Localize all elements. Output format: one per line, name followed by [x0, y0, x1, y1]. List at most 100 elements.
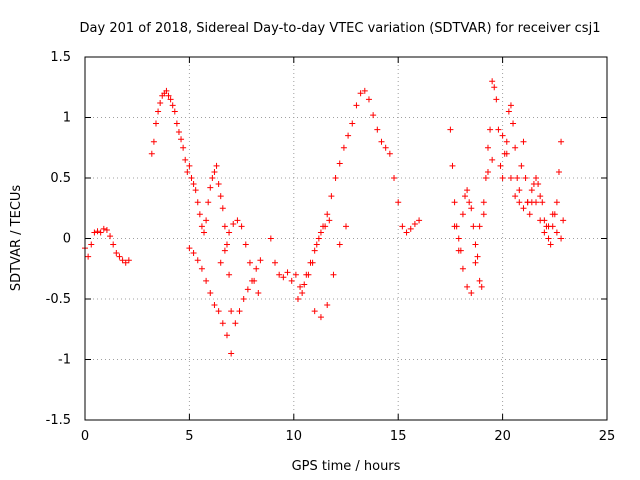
data-point — [547, 241, 554, 248]
data-point — [468, 205, 475, 212]
data-point — [482, 175, 489, 181]
data-point — [311, 247, 318, 254]
data-point — [91, 229, 98, 236]
data-point — [328, 193, 335, 200]
data-point — [178, 136, 185, 143]
data-point — [537, 193, 544, 200]
data-point — [125, 257, 132, 264]
data-point — [510, 120, 517, 127]
data-point — [507, 175, 514, 181]
data-point — [267, 235, 274, 242]
data-point — [407, 225, 414, 232]
data-point — [499, 175, 506, 181]
data-point — [234, 217, 241, 224]
data-point — [180, 144, 187, 151]
plot-frame — [84, 56, 608, 421]
x-tick-label: 0 — [81, 429, 89, 444]
data-point — [447, 126, 454, 133]
data-point — [524, 199, 531, 206]
data-point — [215, 308, 222, 315]
data-point — [186, 245, 193, 252]
data-point — [403, 229, 410, 236]
data-point — [330, 271, 337, 278]
data-point — [223, 332, 230, 339]
data-point — [253, 265, 260, 272]
data-point — [171, 108, 178, 115]
data-point — [221, 247, 228, 254]
data-point — [242, 241, 249, 248]
data-point — [194, 257, 201, 264]
data-point — [255, 289, 262, 296]
data-point — [539, 199, 546, 206]
data-point — [107, 233, 114, 240]
data-point — [357, 90, 364, 97]
data-point — [391, 175, 398, 181]
data-point — [491, 84, 498, 91]
data-point — [395, 199, 402, 206]
data-point — [336, 241, 343, 248]
data-point — [326, 217, 333, 224]
data-point — [301, 281, 308, 288]
data-point — [411, 220, 418, 227]
data-point — [560, 217, 567, 224]
data-point — [240, 296, 247, 302]
data-point — [209, 175, 216, 181]
x-tick-label: 25 — [599, 429, 616, 444]
data-point — [207, 289, 214, 296]
data-point — [228, 350, 235, 357]
data-point — [188, 175, 195, 181]
data-point — [472, 241, 479, 248]
data-point — [324, 211, 331, 218]
data-point — [116, 253, 123, 260]
data-point — [203, 277, 210, 284]
data-point — [516, 199, 523, 206]
x-axis-label: GPS time / hours — [292, 459, 401, 474]
data-point — [516, 187, 523, 194]
data-point — [370, 112, 377, 119]
data-point — [173, 120, 180, 127]
data-markers — [82, 78, 567, 357]
data-point — [219, 320, 226, 327]
data-point — [558, 235, 565, 242]
data-point — [374, 126, 381, 133]
data-point — [464, 283, 471, 290]
data-point — [507, 102, 514, 109]
data-point — [201, 229, 208, 236]
data-point — [315, 235, 322, 242]
data-point — [449, 162, 456, 169]
data-point — [353, 102, 360, 109]
data-point — [541, 229, 548, 236]
data-point — [487, 126, 494, 133]
data-point — [303, 271, 310, 278]
data-point — [215, 181, 222, 188]
y-tick-label: -1.5 — [46, 413, 71, 428]
data-point — [280, 274, 287, 281]
y-tick-label: -1 — [58, 353, 71, 368]
data-point — [100, 225, 107, 232]
data-point — [119, 257, 126, 264]
data-point — [495, 126, 502, 133]
data-point — [103, 227, 110, 234]
data-point — [522, 175, 529, 181]
data-point — [553, 199, 560, 206]
x-tick-label: 15 — [390, 429, 407, 444]
data-point — [476, 223, 483, 230]
data-point — [192, 187, 199, 194]
data-point — [466, 199, 473, 206]
data-point — [213, 162, 220, 169]
data-point — [478, 283, 485, 290]
data-point — [292, 271, 299, 278]
y-tick-label: -0.5 — [46, 292, 71, 307]
data-point — [320, 223, 327, 230]
y-tick-label: 0.5 — [50, 171, 71, 186]
data-point — [512, 144, 519, 151]
data-point — [219, 205, 226, 212]
data-point — [343, 223, 349, 230]
data-point — [503, 138, 510, 145]
x-tick-label: 10 — [286, 429, 303, 444]
data-point — [345, 132, 352, 139]
data-point — [236, 308, 243, 315]
y-tick-label: 1 — [63, 111, 71, 126]
data-point — [499, 132, 506, 139]
data-point — [533, 175, 540, 181]
